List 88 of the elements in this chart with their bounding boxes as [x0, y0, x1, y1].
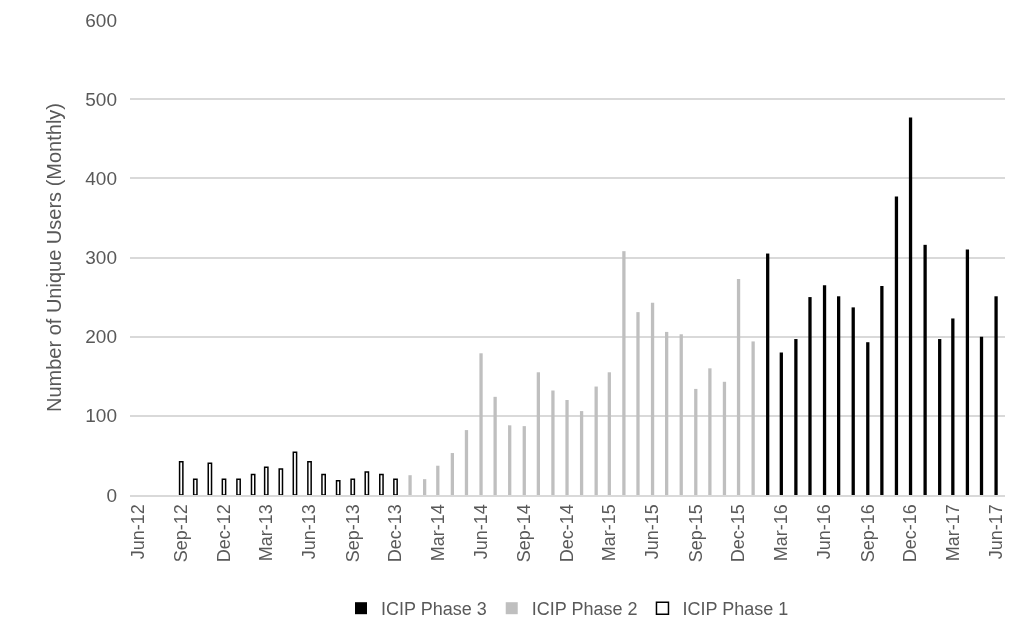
bar	[894, 196, 899, 495]
bar	[579, 411, 584, 495]
bar	[766, 253, 770, 495]
bar	[379, 473, 384, 495]
bar	[450, 453, 455, 495]
legend-label: ICIP Phase 3	[381, 599, 487, 620]
bar	[722, 381, 727, 495]
bar	[536, 372, 541, 495]
legend-label: ICIP Phase 1	[682, 599, 789, 620]
bar	[751, 341, 755, 495]
bar	[522, 426, 526, 495]
bar	[938, 339, 942, 495]
x-tick-label: Sep-15	[685, 504, 706, 563]
x-tick-label: Jun-13	[299, 504, 320, 560]
x-tick-label: Sep-13	[342, 504, 363, 563]
bar	[794, 339, 798, 495]
bar	[423, 479, 427, 495]
bar	[851, 307, 855, 495]
bar	[207, 462, 213, 495]
bar	[250, 473, 256, 495]
bar	[263, 466, 269, 495]
bar	[335, 480, 341, 495]
bar	[880, 286, 884, 495]
bar	[965, 249, 970, 495]
x-tick-label: Dec-16	[900, 504, 921, 563]
bar	[436, 465, 440, 495]
y-tick-label: 0	[106, 484, 117, 506]
x-tick-label: Mar-14	[427, 504, 448, 562]
bar	[866, 342, 870, 495]
bar	[236, 478, 241, 495]
bar	[307, 461, 312, 495]
x-tick-label: Mar-15	[599, 504, 620, 562]
bar	[565, 400, 569, 495]
bar	[479, 353, 483, 495]
x-tick-label: Sep-14	[514, 504, 535, 563]
x-tick-label: Jun-12	[127, 504, 148, 560]
bar	[493, 396, 497, 495]
bar	[736, 278, 741, 495]
x-tick-label: Mar-17	[942, 504, 963, 562]
y-tick-label: 500	[85, 88, 117, 110]
bar	[464, 430, 469, 495]
bar	[622, 251, 626, 495]
bar	[837, 296, 841, 495]
legend-label: ICIP Phase 2	[531, 599, 638, 620]
x-tick-label: Sep-12	[171, 504, 192, 563]
x-tick-label: Mar-16	[771, 504, 792, 562]
bar	[979, 336, 984, 495]
x-tick-label: Jun-14	[470, 504, 491, 560]
x-tick-label: Jun-17	[985, 504, 1006, 560]
bar	[607, 372, 611, 495]
bar	[650, 302, 655, 495]
x-tick-label: Mar-13	[256, 504, 277, 562]
bar	[594, 386, 598, 495]
bar	[923, 244, 927, 495]
bar	[350, 478, 356, 495]
bar	[708, 368, 712, 495]
bar	[908, 117, 913, 495]
y-tick-label: 100	[85, 405, 117, 427]
bar	[808, 297, 812, 495]
bar	[636, 312, 640, 495]
x-tick-label: Dec-13	[385, 504, 406, 563]
bar	[665, 331, 669, 495]
bar	[278, 468, 284, 495]
y-tick-label: 400	[85, 167, 117, 189]
bar	[951, 318, 955, 495]
bar	[408, 475, 412, 495]
bar	[364, 471, 370, 495]
bar	[694, 388, 698, 495]
x-tick-label: Jun-15	[642, 504, 663, 560]
bar	[192, 478, 198, 495]
bar	[508, 425, 512, 495]
bar	[822, 285, 827, 495]
bar	[779, 352, 783, 495]
x-tick-label: Dec-14	[556, 504, 577, 563]
x-tick-label: Jun-16	[814, 504, 835, 560]
y-tick-label: 300	[85, 247, 117, 269]
y-axis-title: Number of Unique Users (Monthly)	[42, 103, 65, 412]
bar	[679, 334, 683, 495]
x-tick-label: Dec-15	[728, 504, 749, 563]
y-tick-label: 600	[85, 9, 117, 31]
bar	[178, 461, 184, 495]
x-tick-label: Sep-16	[857, 504, 878, 563]
bar	[994, 296, 998, 495]
bar	[551, 390, 555, 495]
bar	[393, 478, 398, 495]
x-tick-label: Dec-12	[213, 504, 234, 563]
bar	[321, 473, 326, 495]
y-tick-label: 200	[85, 326, 117, 348]
